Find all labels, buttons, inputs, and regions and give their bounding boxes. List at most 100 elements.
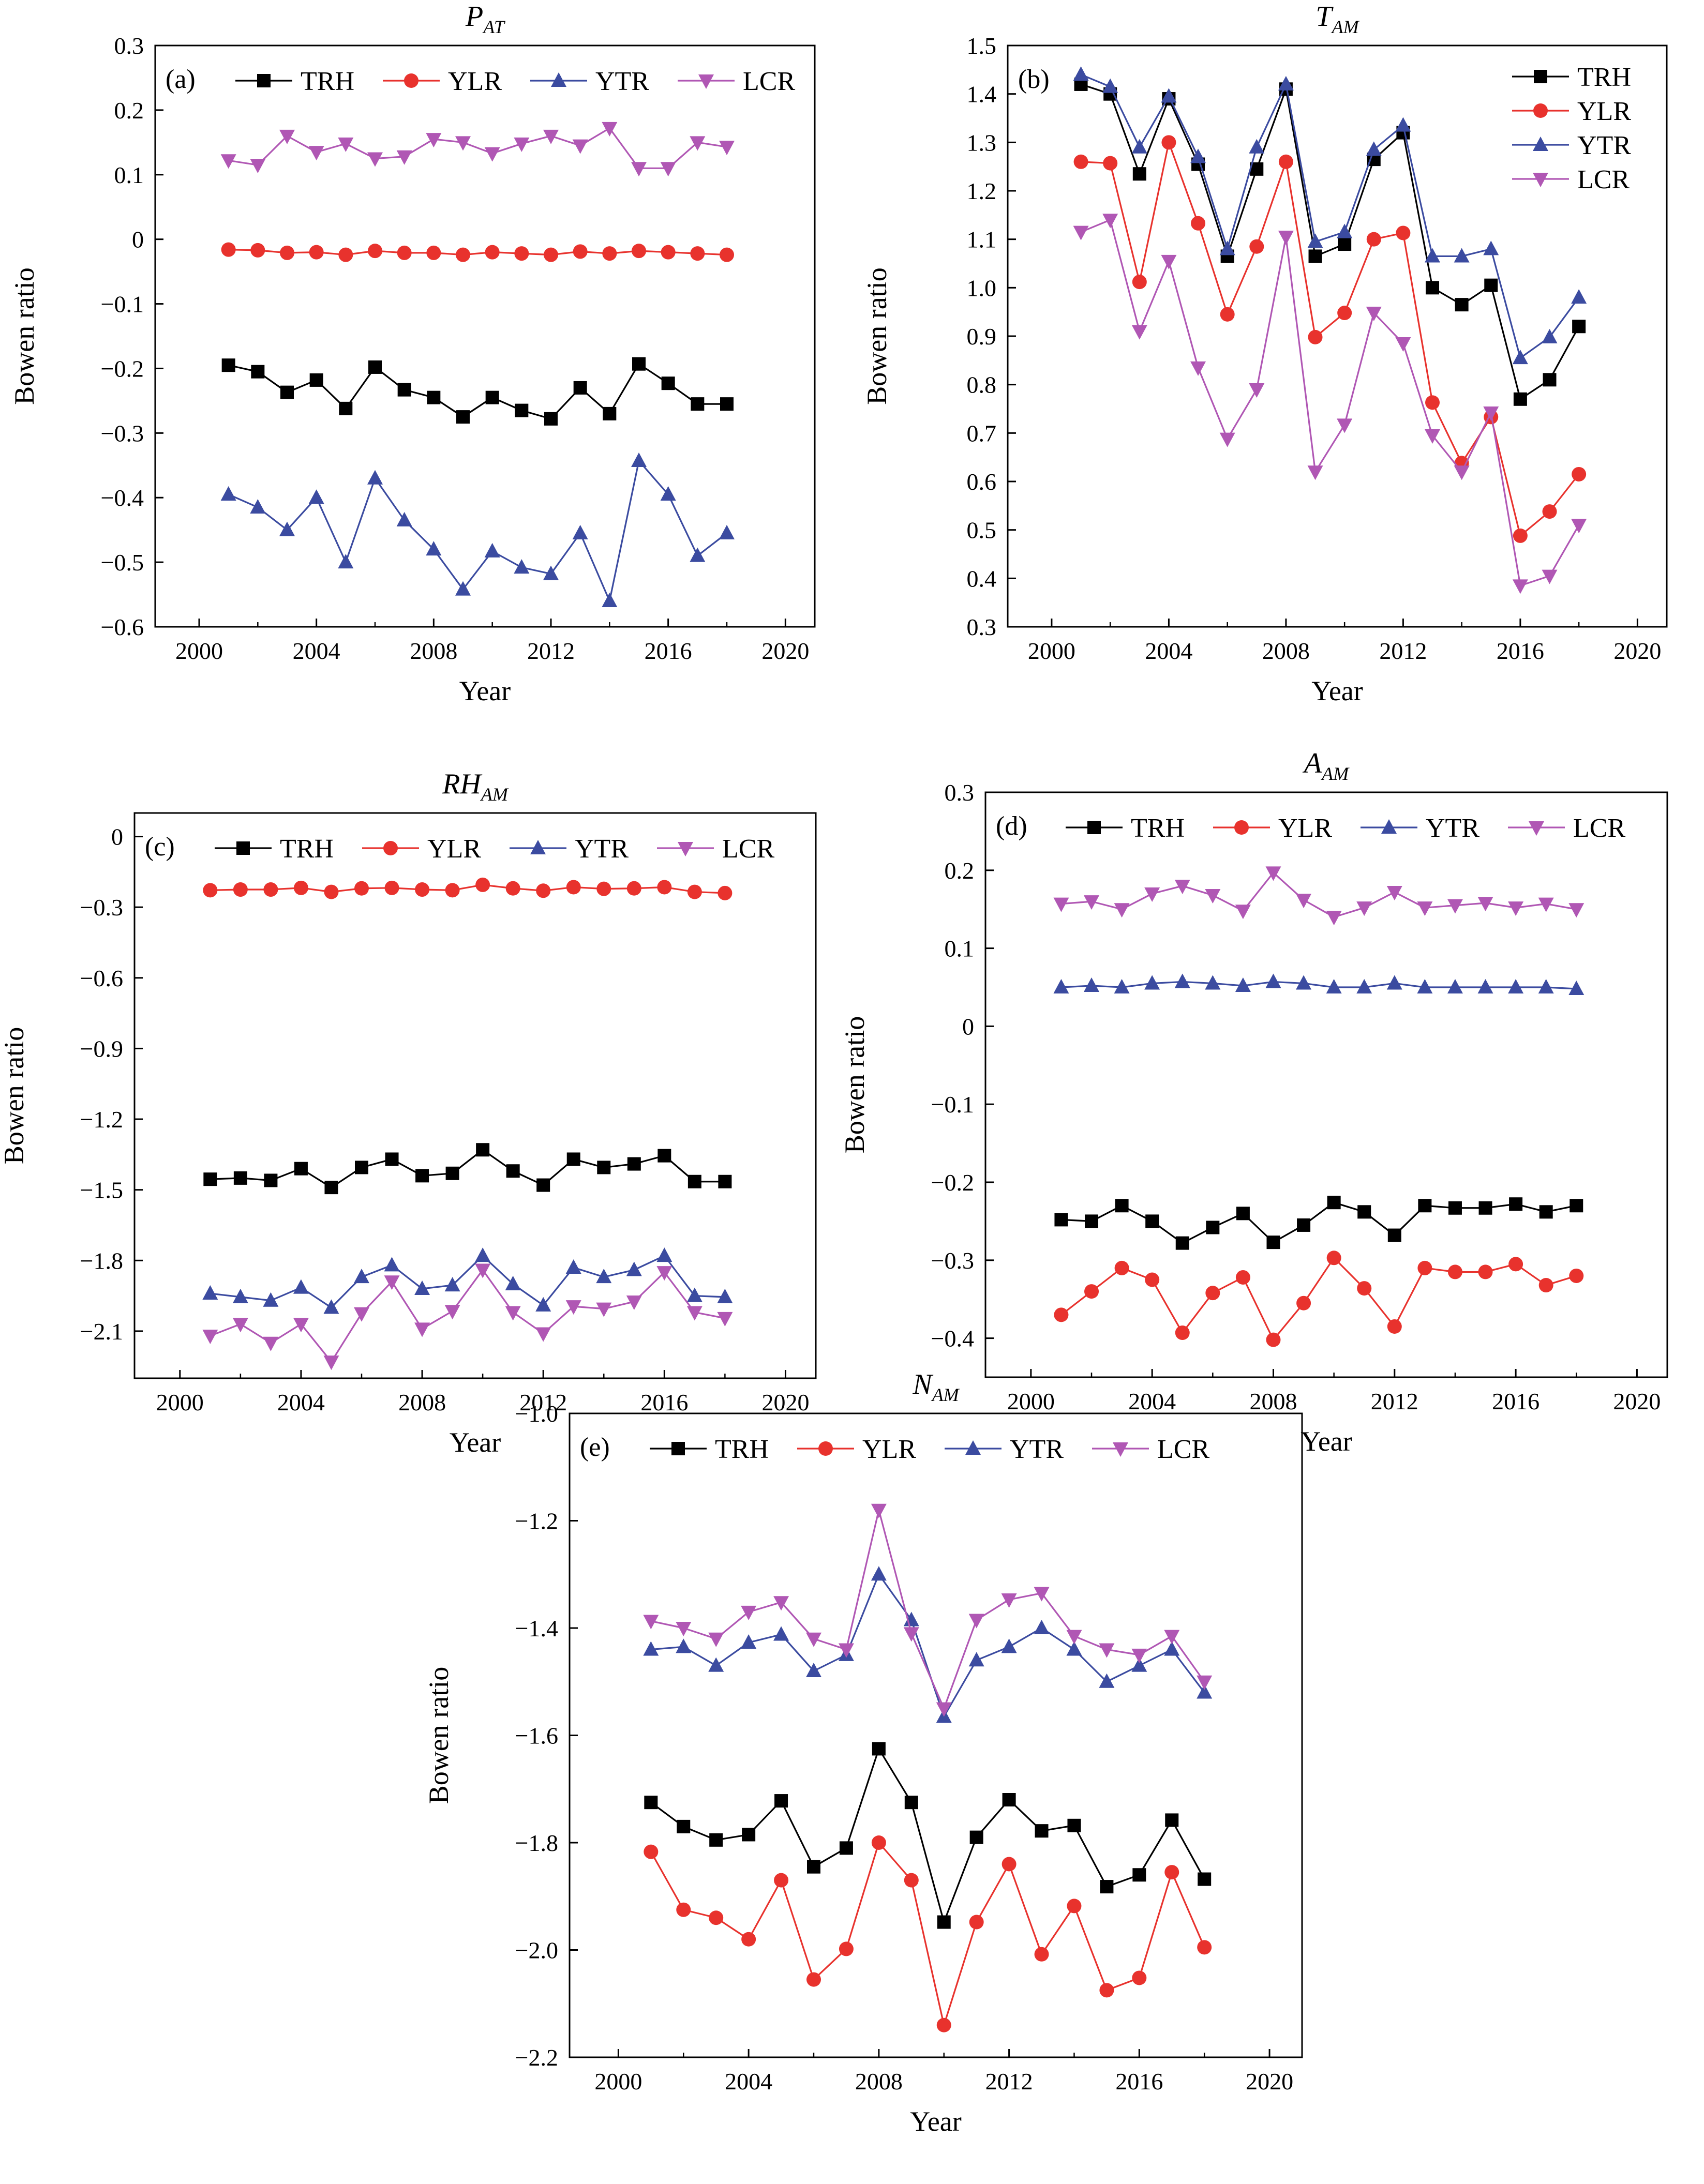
data-point-ylr [1447, 1264, 1462, 1279]
data-point-ytr [871, 1566, 887, 1581]
data-point-lcr [626, 1295, 642, 1310]
data-point-lcr [708, 1632, 724, 1647]
y-tick-label: 0.6 [967, 469, 997, 495]
data-point-trh [1455, 298, 1469, 312]
data-point-lcr [1131, 1648, 1147, 1663]
data-point-lcr [444, 1305, 460, 1320]
panel-title-subscript: AM [1331, 17, 1360, 37]
data-point-lcr [1366, 307, 1382, 322]
data-point-trh [485, 390, 499, 404]
y-tick-label: −0.3 [80, 894, 123, 921]
data-point-trh [1357, 1205, 1371, 1219]
data-point-ytr [543, 565, 559, 580]
series-line-ylr [1060, 1257, 1577, 1341]
data-point-ylr [384, 880, 399, 895]
data-point-ylr [1235, 1270, 1250, 1285]
data-point-ylr [1425, 395, 1440, 410]
y-tick-label: −0.9 [80, 1035, 123, 1062]
data-point-trh [904, 1796, 918, 1810]
y-tick-label: 0.7 [967, 420, 997, 446]
legend-label-ylr: YLR [1577, 97, 1631, 126]
data-point-trh [603, 406, 617, 420]
data-point-trh [1426, 281, 1440, 295]
x-axis-label: Year [910, 2106, 962, 2137]
y-tick-label: −1.8 [80, 1247, 123, 1274]
data-point-ytr [719, 524, 735, 539]
panel-title-subscript: AM [480, 784, 509, 805]
plot-frame [154, 44, 816, 628]
data-point-ylr [806, 1972, 821, 1987]
y-tick-label: −0.6 [101, 614, 144, 640]
data-point-ylr [1326, 1251, 1341, 1266]
x-tick-label: 2000 [1007, 1388, 1055, 1414]
data-point-ytr [1425, 248, 1441, 263]
data-point-lcr [719, 141, 735, 156]
data-point-trh [385, 1152, 399, 1166]
data-point-trh [294, 1162, 308, 1176]
data-point-ytr [1386, 975, 1402, 990]
y-tick-label: 0.2 [114, 97, 144, 124]
y-tick-label: −0.4 [931, 1326, 974, 1352]
data-point-trh [807, 1860, 820, 1874]
data-point-ytr [1001, 1638, 1017, 1653]
series-line-ylr [650, 1842, 1205, 2026]
data-point-trh [203, 1172, 217, 1186]
data-point-trh [1418, 1199, 1432, 1213]
y-tick-label: −1.8 [515, 1830, 558, 1856]
data-point-trh [280, 385, 294, 399]
x-tick-label: 2008 [398, 1389, 446, 1415]
legend-item-ytr: YTR [1361, 814, 1479, 843]
data-point-trh [324, 1181, 338, 1195]
data-point-trh [1513, 392, 1527, 406]
data-point-trh [1297, 1218, 1311, 1232]
data-point-ylr [1508, 1257, 1523, 1272]
x-tick-label: 2020 [761, 1389, 809, 1415]
data-point-lcr [414, 1322, 430, 1337]
x-axis-label: Year [1311, 675, 1363, 706]
y-tick-label: 0.3 [967, 614, 997, 640]
legend-label-trh: TRH [715, 1435, 769, 1464]
legend-marker-trh [257, 74, 271, 87]
data-point-ytr [1066, 1641, 1082, 1656]
data-point-lcr [1131, 325, 1147, 340]
data-point-ylr [309, 245, 324, 260]
data-point-lcr [660, 162, 676, 177]
data-point-ytr [1337, 223, 1353, 238]
panel-title-subscript: AT [482, 17, 506, 37]
data-point-ylr [596, 881, 611, 896]
data-point-trh [691, 397, 705, 411]
data-point-lcr [1066, 1630, 1082, 1645]
data-point-ylr [536, 883, 551, 898]
data-point-trh [1002, 1793, 1016, 1806]
series-lcr [1073, 214, 1587, 594]
data-point-lcr [1326, 911, 1342, 926]
data-point-trh [1484, 278, 1498, 292]
x-tick-label: 2016 [645, 638, 692, 664]
data-point-lcr [1447, 899, 1463, 914]
data-point-ylr [485, 245, 500, 260]
data-point-ytr [484, 543, 500, 558]
data-point-lcr [1099, 1643, 1115, 1658]
data-point-ylr [1387, 1319, 1402, 1334]
panel-label: (b) [1018, 65, 1050, 94]
y-tick-label: −0.3 [931, 1247, 974, 1274]
data-point-ytr [690, 547, 706, 562]
data-point-ytr [602, 593, 618, 608]
data-point-ylr [445, 883, 460, 898]
x-axis-label: Year [459, 675, 511, 706]
data-point-ytr [514, 559, 530, 574]
data-point-trh [1175, 1236, 1189, 1250]
legend-marker-lcr [1113, 1442, 1128, 1457]
legend-marker-ytr [551, 72, 566, 87]
data-point-ytr [1296, 975, 1312, 990]
y-tick-label: −0.6 [80, 965, 123, 991]
series-lcr [220, 122, 735, 177]
data-point-lcr [1542, 569, 1558, 584]
legend-label-lcr: LCR [743, 67, 795, 96]
legend-marker-ylr [1533, 103, 1548, 118]
y-tick-label: 0.2 [945, 857, 975, 884]
data-point-ylr [1099, 1983, 1114, 1998]
data-point-ytr [1278, 76, 1294, 91]
data-point-ytr [338, 554, 354, 569]
